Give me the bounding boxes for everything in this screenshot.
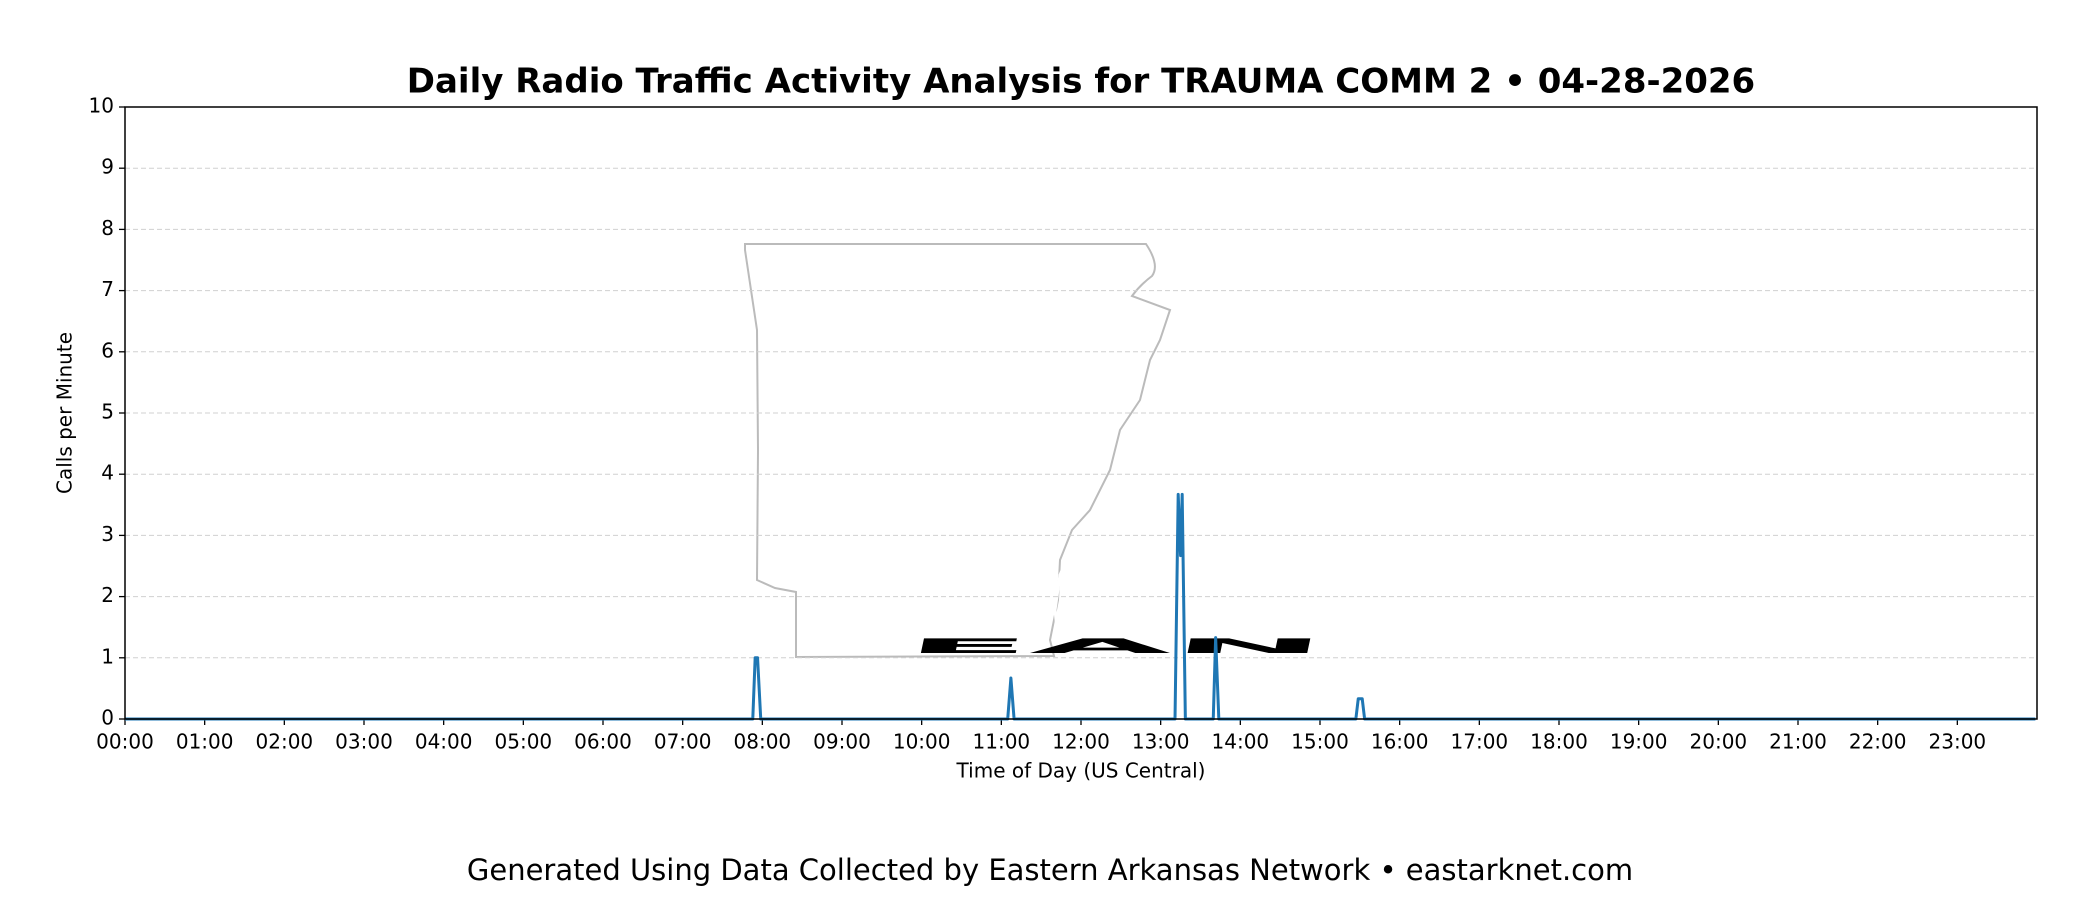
- x-tick-label: 02:00: [256, 730, 314, 754]
- x-tick-label: 13:00: [1132, 730, 1190, 754]
- y-tick-label: 10: [89, 94, 114, 118]
- x-tick-label: 16:00: [1371, 730, 1429, 754]
- x-tick-label: 14:00: [1212, 730, 1270, 754]
- watermark: EAN: [744, 243, 1328, 659]
- x-tick-label: 15:00: [1291, 730, 1349, 754]
- x-tick-label: 12:00: [1052, 730, 1110, 754]
- x-tick-label: 23:00: [1929, 730, 1987, 754]
- x-tick-label: 21:00: [1769, 730, 1827, 754]
- footer: Generated Using Data Collected by Easter…: [467, 853, 1633, 887]
- y-tick-label: 5: [101, 400, 114, 424]
- x-axis-label: Time of Day (US Central): [956, 759, 1206, 783]
- x-tick-label: 09:00: [813, 730, 871, 754]
- x-tick-label: 08:00: [734, 730, 792, 754]
- y-tick-label: 9: [101, 155, 114, 179]
- plot-frame: [124, 106, 2038, 720]
- x-tick-label: 03:00: [335, 730, 393, 754]
- data-line: [125, 492, 2036, 721]
- river-line: [1053, 309, 1182, 656]
- y-tick-label: 1: [101, 644, 114, 668]
- state-outline: [744, 243, 1172, 659]
- x-tick-label: 06:00: [574, 730, 632, 754]
- chart-title: Daily Radio Traffic Activity Analysis fo…: [407, 62, 1755, 102]
- x-tick-label: 11:00: [973, 730, 1031, 754]
- y-tick-label: 3: [101, 522, 114, 546]
- y-tick-label: 4: [101, 461, 114, 485]
- y-tick-label: 0: [101, 706, 114, 730]
- x-tick-label: 20:00: [1690, 730, 1748, 754]
- x-tick-label: 19:00: [1610, 730, 1668, 754]
- x-tick-label: 01:00: [176, 730, 234, 754]
- y-tick-label: 7: [101, 277, 114, 301]
- x-tick-label: 05:00: [495, 730, 553, 754]
- y-tick-label: 2: [101, 583, 114, 607]
- y-tick-label: 8: [101, 216, 114, 240]
- x-tick-label: 22:00: [1849, 730, 1907, 754]
- x-tick-label: 10:00: [893, 730, 951, 754]
- watermark-text: EAN: [903, 634, 1328, 658]
- y-tick-label: 6: [101, 338, 114, 362]
- x-tick-label: 07:00: [654, 730, 712, 754]
- x-tick-label: 17:00: [1451, 730, 1509, 754]
- y-axis-label: Calls per Minute: [53, 332, 77, 494]
- x-tick-label: 18:00: [1530, 730, 1588, 754]
- x-tick-label: 04:00: [415, 730, 473, 754]
- x-tick-label: 00:00: [96, 730, 154, 754]
